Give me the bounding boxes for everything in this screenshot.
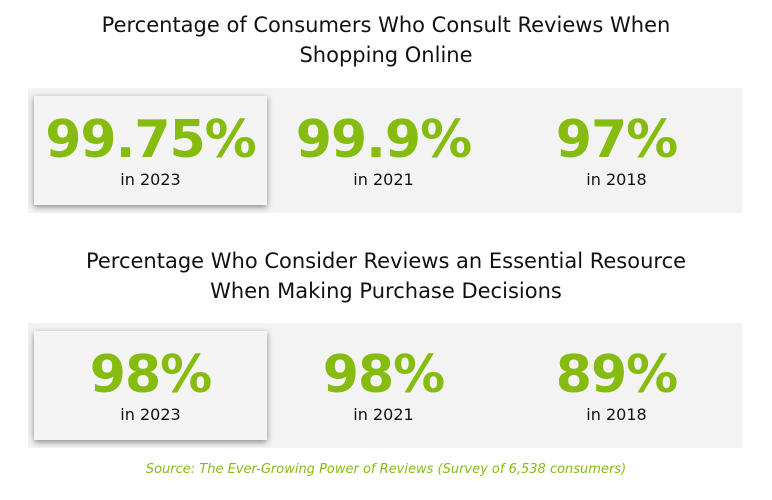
stat-card-2018: 89% in 2018 bbox=[500, 323, 733, 448]
source-note: Source: The Ever-Growing Power of Review… bbox=[145, 462, 627, 477]
stat-label: in 2023 bbox=[120, 170, 181, 189]
stat-card-2023: 98% in 2023 bbox=[34, 331, 267, 440]
stat-card-2021: 98% in 2021 bbox=[267, 323, 500, 448]
section-1-stats: 99.75% in 2023 99.9% in 2021 97% in 2018 bbox=[28, 88, 742, 213]
section-1-title: Percentage of Consumers Who Consult Revi… bbox=[0, 10, 772, 70]
stat-label: in 2023 bbox=[120, 405, 181, 424]
stat-label: in 2021 bbox=[353, 170, 414, 189]
stat-value: 98% bbox=[89, 345, 212, 405]
title-line: When Making Purchase Decisions bbox=[210, 279, 562, 303]
stat-value: 97% bbox=[555, 110, 678, 170]
stat-value: 98% bbox=[322, 345, 445, 405]
stat-label: in 2018 bbox=[586, 170, 647, 189]
title-line: Shopping Online bbox=[299, 43, 473, 67]
stat-card-2018: 97% in 2018 bbox=[500, 88, 733, 213]
stat-value: 99.75% bbox=[45, 110, 257, 170]
title-line: Percentage Who Consider Reviews an Essen… bbox=[85, 249, 687, 273]
stat-label: in 2021 bbox=[353, 405, 414, 424]
stat-value: 99.9% bbox=[295, 110, 472, 170]
stat-card-2021: 99.9% in 2021 bbox=[267, 88, 500, 213]
stat-card-2023: 99.75% in 2023 bbox=[34, 96, 267, 205]
title-line: Percentage of Consumers Who Consult Revi… bbox=[101, 13, 671, 37]
stat-label: in 2018 bbox=[586, 405, 647, 424]
stat-value: 89% bbox=[555, 345, 678, 405]
section-2-stats: 98% in 2023 98% in 2021 89% in 2018 bbox=[28, 323, 742, 448]
section-2-title: Percentage Who Consider Reviews an Essen… bbox=[0, 246, 772, 306]
